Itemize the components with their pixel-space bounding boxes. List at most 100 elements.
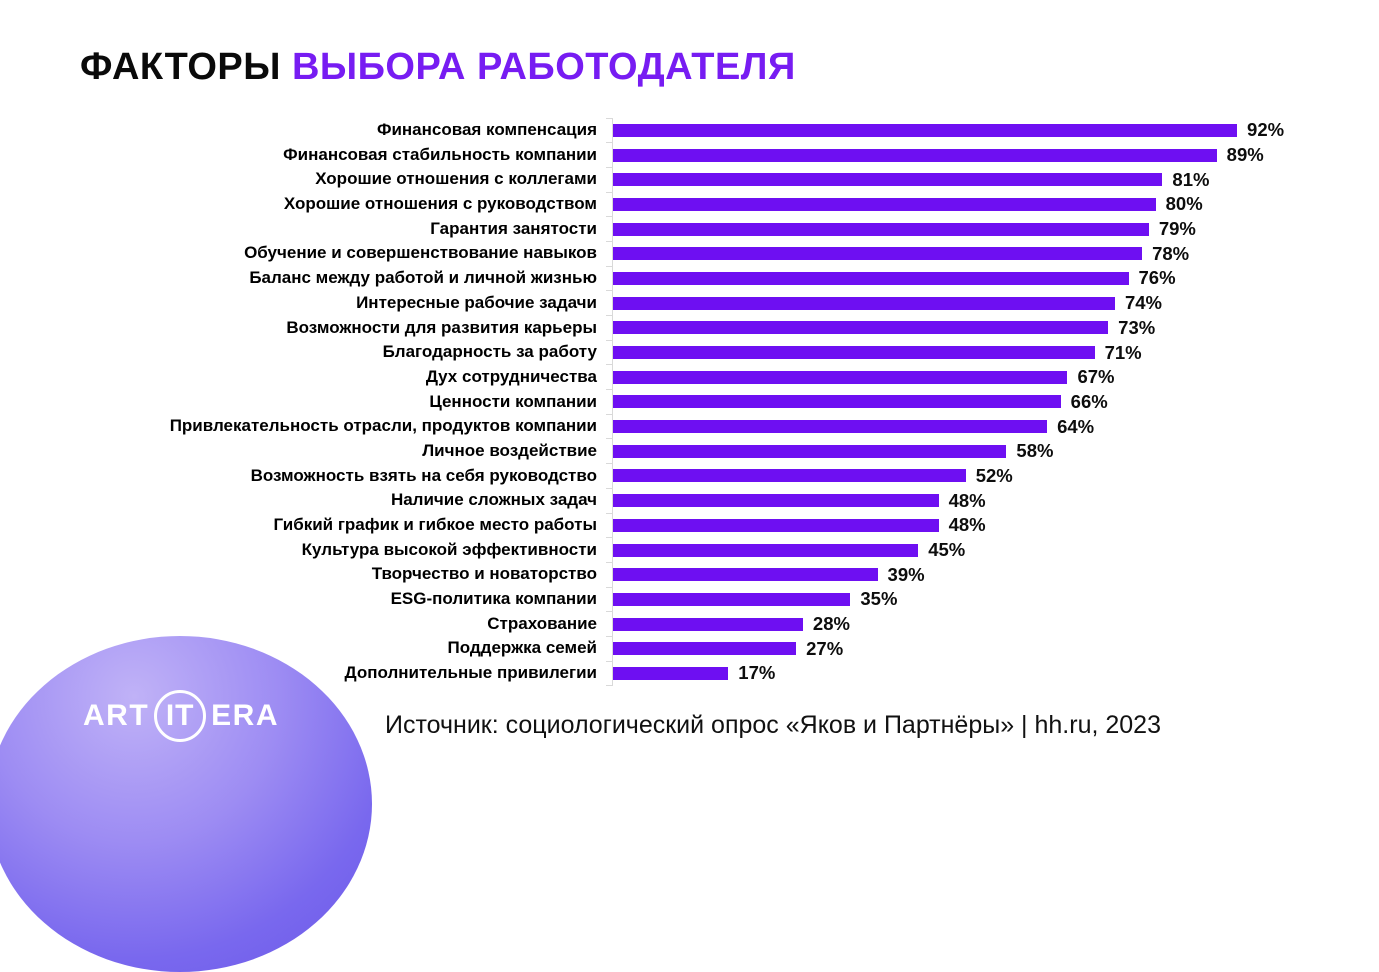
category-label: Обучение и совершенствование навыков: [244, 243, 597, 263]
bar: [613, 494, 939, 508]
bar-track: 92%: [606, 117, 1379, 143]
category-label: Личное воздействие: [422, 440, 597, 460]
value-label: 78%: [1152, 242, 1190, 264]
bar-row: Возможности для развития карьеры 73%: [0, 315, 1379, 341]
value-label: 58%: [1016, 440, 1054, 462]
value-label: 74%: [1124, 292, 1162, 314]
page-title: ФАКТОРЫ ВЫБОРА РАБОТОДАТЕЛЯ: [80, 46, 796, 89]
bar: [613, 543, 919, 557]
category-label: Благодарность за работу: [382, 342, 597, 362]
category-label: Культура высокой эффективности: [301, 539, 597, 559]
bar: [613, 222, 1149, 236]
bar-track: 48%: [606, 512, 1379, 538]
bar: [613, 617, 803, 631]
bar-track: 67%: [606, 364, 1379, 390]
bar: [613, 642, 797, 656]
bar-track: 76%: [606, 265, 1379, 291]
bar: [613, 420, 1048, 434]
bar-track: 35%: [606, 586, 1379, 612]
bar: [613, 271, 1129, 285]
bar-row: Творчество и новаторство 39%: [0, 561, 1379, 588]
bar-row: Баланс между работой и личной жизнью 76%: [0, 265, 1379, 291]
bar-track: 66%: [606, 389, 1379, 415]
category-label: Дополнительные привилегии: [344, 663, 597, 683]
value-label: 80%: [1165, 193, 1203, 215]
category-label: Наличие сложных задач: [390, 490, 597, 510]
bar: [613, 395, 1061, 409]
category-label: Гибкий график и гибкое место работы: [273, 515, 597, 534]
bar-row: Финансовая стабильность компании 89%: [0, 142, 1379, 168]
logo-text-era: ERA: [211, 699, 279, 732]
logo-sphere-background: [0, 636, 372, 972]
bar-row: Благодарность за работу 71%: [0, 339, 1379, 365]
value-label: 52%: [975, 464, 1013, 486]
value-label: 17%: [738, 662, 776, 684]
category-label: Хорошие отношения с руководством: [283, 194, 597, 214]
bar-row: Дух сотрудничества 67%: [0, 364, 1379, 390]
value-label: 45%: [928, 539, 966, 561]
bar-track: 73%: [606, 315, 1379, 341]
value-label: 35%: [860, 588, 898, 610]
category-label: Страхование: [487, 613, 597, 633]
category-label: Творчество и новаторство: [371, 564, 597, 584]
bar-track: 78%: [606, 240, 1379, 267]
bar-track: 79%: [606, 216, 1379, 242]
bar-row: Обучение и совершенствование навыков 78%: [0, 240, 1379, 267]
category-label: Поддержка семей: [447, 638, 597, 658]
value-label: 81%: [1172, 168, 1210, 190]
bar-track: 28%: [606, 611, 1379, 637]
bar-track: 52%: [606, 463, 1379, 489]
horizontal-bar-chart: Финансовая компенсация 92% Финансовая стаб…: [0, 117, 1379, 686]
bar: [613, 296, 1115, 310]
bar-track: 74%: [606, 290, 1379, 316]
category-label: Хорошие отношения с коллегами: [315, 169, 597, 189]
logo-text-it: IT: [165, 699, 195, 732]
category-label: Привлекательность отрасли, продуктов ком…: [169, 416, 597, 436]
bar: [613, 247, 1143, 261]
value-label: 28%: [812, 613, 850, 635]
bar: [613, 197, 1156, 211]
bar-row: Культура высокой эффективности 45%: [0, 537, 1379, 563]
bar-row: Ценности компании 66%: [0, 389, 1379, 415]
bar: [613, 370, 1068, 384]
bar-row: Интересные рабочие задачи 74%: [0, 290, 1379, 316]
bar: [613, 469, 966, 483]
bar-row: Дополнительные привилегии 17%: [0, 660, 1379, 686]
bar-track: 17%: [606, 660, 1379, 686]
bar-track: 27%: [606, 635, 1379, 662]
category-label: ESG-политика компании: [390, 589, 597, 609]
category-label: Дух сотрудничества: [425, 366, 597, 386]
bar-track: 64%: [606, 413, 1379, 439]
bar: [613, 592, 851, 606]
value-label: 92%: [1247, 119, 1285, 141]
bar-row: Финансовая компенсация 92%: [0, 117, 1379, 143]
bar-row: Привлекательность отрасли, продуктов ком…: [0, 413, 1379, 439]
bar-track: 81%: [606, 166, 1379, 193]
value-label: 27%: [806, 637, 844, 659]
logo-wordmark: ART IT ERA: [0, 690, 362, 742]
logo-text-art: ART: [83, 699, 150, 732]
value-label: 39%: [887, 563, 925, 585]
bar-track: 89%: [606, 142, 1379, 168]
value-label: 48%: [948, 489, 986, 511]
bar: [613, 666, 729, 680]
category-label: Финансовая компенсация: [376, 120, 597, 139]
bar: [613, 568, 878, 582]
bar-row: Хорошие отношения с коллегами 81%: [0, 166, 1379, 193]
value-label: 79%: [1158, 218, 1196, 240]
bar-row: ESG-политика компании 35%: [0, 586, 1379, 612]
bar: [613, 518, 939, 532]
bar-row: Хорошие отношения с руководством 80%: [0, 191, 1379, 217]
category-label: Гарантия занятости: [430, 218, 597, 238]
value-label: 66%: [1070, 390, 1108, 412]
category-label: Интересные рабочие задачи: [356, 292, 597, 312]
bar: [613, 444, 1007, 458]
bar-track: 48%: [606, 487, 1379, 513]
source-caption: Источник: социологический опрос «Яков и …: [385, 711, 1161, 739]
bar: [613, 123, 1238, 137]
bar-row: Личное воздействие 58%: [0, 438, 1379, 464]
value-label: 64%: [1057, 415, 1095, 437]
title-prefix: ФАКТОРЫ: [80, 46, 281, 88]
bar-row: Возможность взять на себя руководство 52%: [0, 463, 1379, 489]
bar-row: Гарантия занятости 79%: [0, 216, 1379, 242]
